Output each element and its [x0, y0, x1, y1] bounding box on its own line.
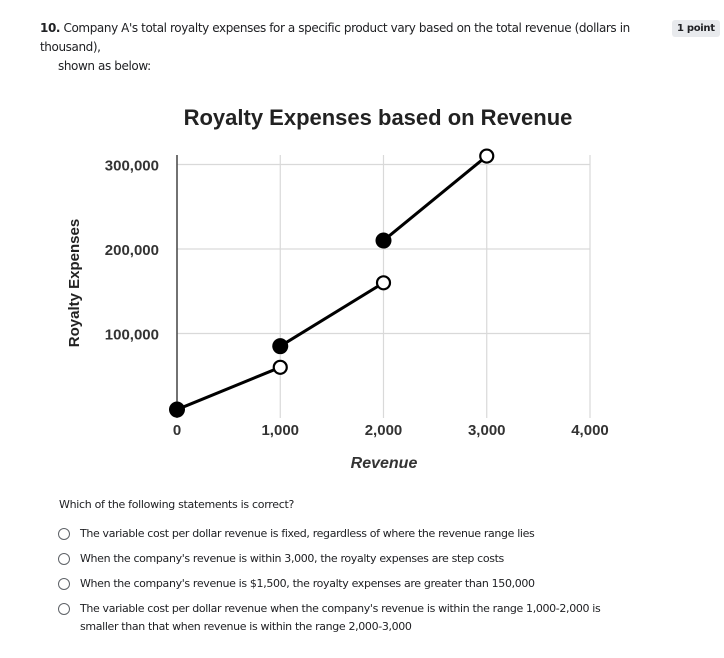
chart-svg: Royalty Expenses based on Revenue 100,00…: [66, 105, 609, 472]
radio-button[interactable]: [58, 603, 70, 615]
answer-options: The variable cost per dollar revenue is …: [58, 527, 658, 645]
x-axis-ticks: 0 1,000 2,000 3,000 4,000: [173, 422, 609, 439]
x-tick-label: 2,000: [365, 422, 403, 439]
chart-title: Royalty Expenses based on Revenue: [184, 105, 573, 130]
data-point-filled: [272, 338, 289, 355]
data-point-filled: [375, 232, 392, 249]
answer-option-2[interactable]: When the company's revenue is within 3,0…: [58, 552, 658, 568]
y-tick-label: 300,000: [105, 158, 159, 175]
chart: Royalty Expenses based on Revenue 100,00…: [0, 90, 724, 490]
question-header: 10. Company A's total royalty expenses f…: [40, 19, 630, 76]
y-tick-label: 200,000: [105, 242, 159, 259]
question-text-cont: shown as below:: [58, 59, 151, 73]
x-tick-label: 0: [173, 422, 181, 439]
question-prompt: Which of the following statements is cor…: [59, 498, 295, 511]
radio-button[interactable]: [58, 553, 70, 565]
answer-option-3[interactable]: When the company's revenue is $1,500, th…: [58, 577, 658, 593]
radio-button[interactable]: [58, 528, 70, 540]
x-tick-label: 4,000: [571, 422, 609, 439]
data-point-open: [479, 148, 495, 164]
answer-option-4[interactable]: The variable cost per dollar revenue whe…: [58, 602, 658, 636]
x-tick-label: 1,000: [261, 422, 299, 439]
option-label: The variable cost per dollar revenue whe…: [80, 602, 601, 633]
option-label: The variable cost per dollar revenue is …: [80, 527, 535, 540]
option-label: When the company's revenue is within 3,0…: [80, 552, 504, 565]
series-line: [176, 365, 281, 411]
question-number: 10.: [40, 21, 61, 35]
x-tick-label: 3,000: [468, 422, 506, 439]
y-axis-ticks: 100,000 200,000 300,000: [105, 158, 159, 344]
data-point-filled: [169, 401, 185, 418]
chart-series: [169, 148, 495, 418]
question-text: Company A's total royalty expenses for a…: [40, 21, 630, 54]
series-line: [279, 281, 385, 348]
answer-option-1[interactable]: The variable cost per dollar revenue is …: [58, 527, 658, 543]
option-label: When the company's revenue is $1,500, th…: [80, 577, 535, 590]
data-point-open: [375, 275, 392, 291]
radio-button[interactable]: [58, 578, 70, 590]
data-point-open: [272, 359, 288, 375]
x-axis-label: Revenue: [351, 455, 418, 472]
y-axis-label: Royalty Expenses: [66, 219, 83, 347]
series-line: [382, 154, 488, 242]
y-tick-label: 100,000: [105, 327, 159, 344]
points-badge: 1 point: [672, 20, 720, 37]
